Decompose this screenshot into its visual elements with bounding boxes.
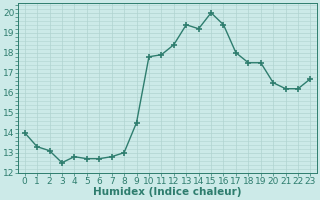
X-axis label: Humidex (Indice chaleur): Humidex (Indice chaleur): [93, 187, 242, 197]
